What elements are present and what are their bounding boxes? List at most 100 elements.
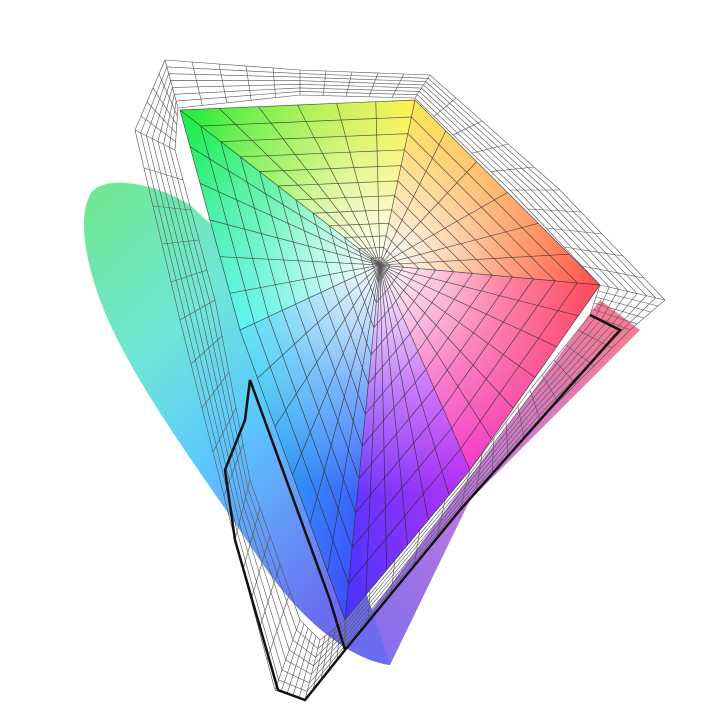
- wire-rib: [367, 589, 371, 623]
- mesh-spoke: [229, 264, 381, 294]
- mesh-spoke: [257, 264, 381, 379]
- wire-rib: [152, 87, 178, 125]
- wire-rib: [436, 499, 446, 539]
- wire-rib: [391, 73, 405, 98]
- mesh-spoke: [209, 219, 381, 266]
- wireframe: [134, 59, 666, 701]
- wire-rib: [164, 59, 179, 109]
- mesh-spoke: [379, 264, 536, 378]
- mesh-spoke: [379, 264, 388, 571]
- mesh-spoke: [219, 256, 381, 266]
- wire-rib: [459, 469, 471, 511]
- wire-rib: [505, 421, 509, 457]
- mesh-spoke: [379, 130, 447, 266]
- wire-rib: [161, 239, 200, 245]
- mesh-spoke: [274, 264, 381, 427]
- wire-rib: [312, 635, 326, 691]
- wire-rib: [490, 166, 535, 172]
- wire-rib: [298, 635, 317, 699]
- mesh-spoke: [379, 264, 601, 286]
- wire-rib: [491, 437, 495, 475]
- mesh-ring: [312, 209, 455, 385]
- mesh-spoke: [365, 264, 381, 596]
- wire-rib: [368, 72, 379, 97]
- mesh-spoke: [379, 264, 579, 317]
- mesh-spoke: [379, 222, 539, 266]
- wire-rib: [541, 374, 559, 403]
- wire-rib: [452, 120, 483, 136]
- wire-rib: [581, 265, 645, 279]
- wire-rib: [414, 74, 431, 99]
- wire-rib: [563, 246, 624, 257]
- mesh-spoke: [379, 99, 416, 266]
- wire-rib: [218, 63, 228, 103]
- mesh-ring: [358, 247, 404, 304]
- wire-rib: [433, 97, 457, 117]
- mesh-ring: [328, 222, 437, 356]
- mesh-spoke: [379, 264, 514, 409]
- wire-rib: [328, 627, 336, 671]
- mesh-spoke: [379, 264, 492, 440]
- mesh-spoke: [189, 146, 381, 266]
- mesh-spoke: [379, 264, 408, 546]
- wire-rib: [140, 115, 176, 142]
- mesh-ring: [259, 165, 513, 480]
- gamut-highlight: [180, 100, 600, 620]
- wire-rib: [599, 284, 666, 301]
- wire-rib: [593, 302, 645, 319]
- mesh-spoke: [336, 103, 381, 266]
- wire-rib: [274, 619, 301, 691]
- mesh-spoke: [379, 161, 477, 266]
- mesh-ring: [200, 116, 578, 585]
- mesh-ring: [277, 180, 493, 447]
- wire-rib: [190, 335, 223, 365]
- wire-rib: [286, 627, 309, 695]
- mesh-spoke: [344, 264, 381, 621]
- wire-rib: [527, 208, 582, 213]
- wire-rib: [320, 631, 331, 681]
- wire-rib: [591, 308, 638, 325]
- wire-rib: [143, 167, 184, 181]
- mesh-spoke: [379, 192, 508, 266]
- mesh-spoke: [292, 264, 381, 476]
- mesh-spoke: [297, 104, 381, 266]
- wire-rib: [272, 67, 276, 98]
- wire-rib: [245, 65, 252, 101]
- mesh-spoke: [327, 264, 381, 572]
- wire-rib: [390, 559, 396, 595]
- mesh-spoke: [379, 264, 471, 471]
- wire-rib: [471, 143, 509, 154]
- wire-rib: [266, 591, 291, 661]
- mesh-ring: [220, 133, 556, 549]
- mesh-spoke: [379, 264, 450, 496]
- wire-rib: [242, 507, 261, 571]
- wire-rib: [201, 371, 230, 409]
- gamut-surface: [180, 100, 600, 620]
- wire-rib: [191, 61, 203, 106]
- wireframe-outline: [223, 313, 623, 702]
- mesh-spoke: [309, 264, 381, 524]
- mesh-spoke: [379, 264, 429, 521]
- mesh-ring: [295, 195, 473, 415]
- mesh-spoke: [199, 183, 381, 266]
- wire-rib: [258, 563, 281, 631]
- wire-rib: [170, 269, 208, 283]
- locus: [84, 182, 390, 665]
- wire-rib: [250, 535, 271, 601]
- locus-right: [350, 300, 640, 665]
- mesh-spoke: [379, 253, 570, 266]
- mesh-spoke: [375, 101, 381, 266]
- mesh-spoke: [239, 264, 381, 331]
- wire-rib: [345, 71, 353, 97]
- wire-rib: [304, 639, 321, 701]
- mesh-ring: [239, 149, 534, 514]
- wire-rib: [565, 344, 595, 367]
- wire-rib: [280, 623, 305, 693]
- wire-rib: [475, 453, 483, 493]
- wire-rib: [517, 405, 525, 439]
- mesh-spoke: [258, 106, 381, 266]
- wire-rib: [597, 290, 659, 307]
- wire-rib: [152, 205, 192, 211]
